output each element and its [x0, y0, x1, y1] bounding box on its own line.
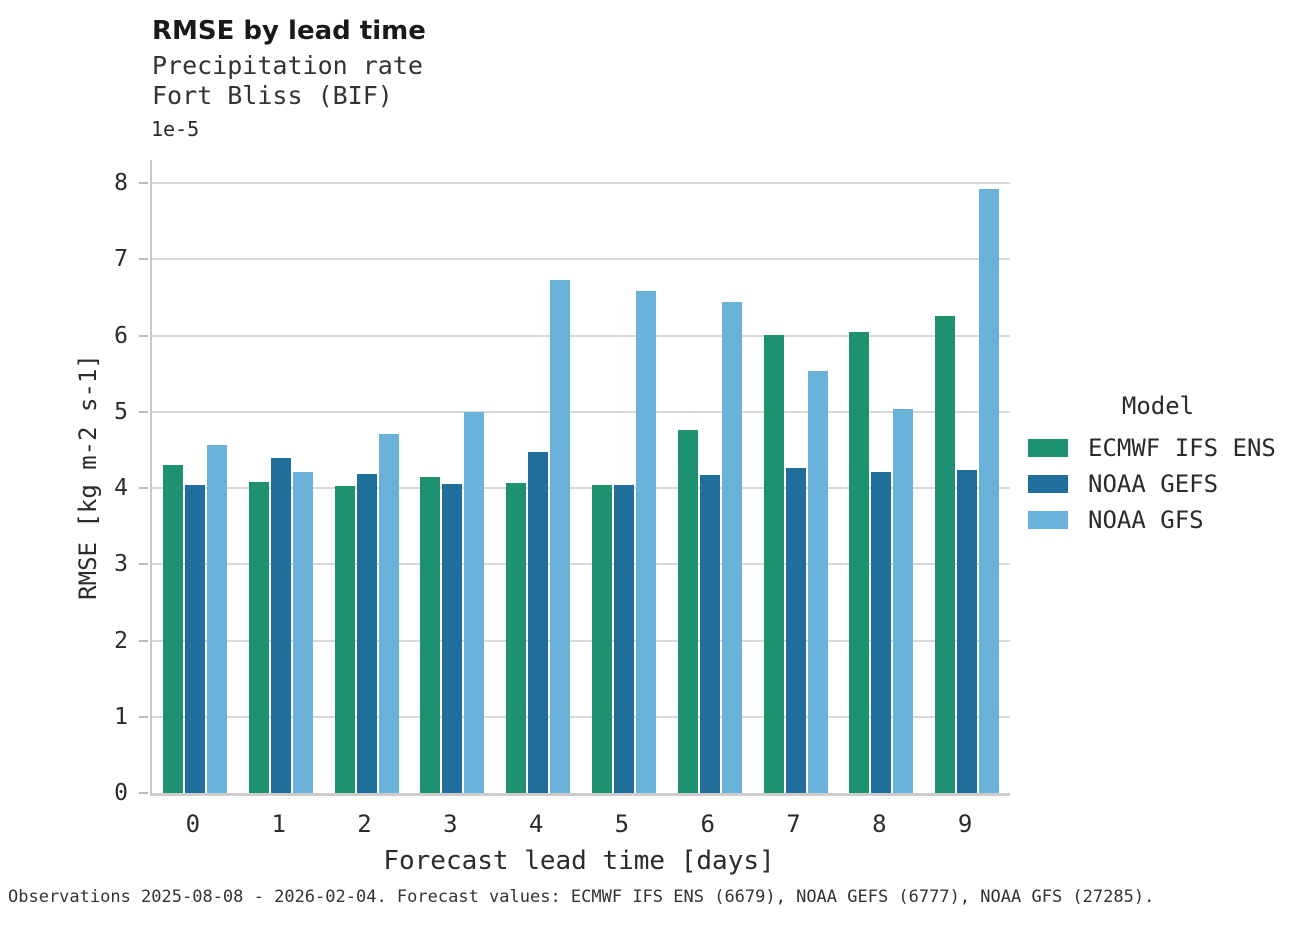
bar-noaa-gefs	[184, 484, 205, 793]
x-axis-label: Forecast lead time [days]	[383, 846, 775, 876]
y-axis: 0 1 2 3 4 5 6 7 8	[0, 160, 150, 806]
bar-noaa-gfs	[807, 371, 828, 793]
legend-item-label: ECMWF IFS ENS	[1088, 434, 1276, 462]
bar-noaa-gefs	[785, 468, 806, 793]
y-tick-mark	[139, 639, 148, 642]
legend-swatch	[1028, 439, 1068, 457]
bar-noaa-gfs	[206, 445, 227, 793]
x-tick-label: 8	[872, 810, 887, 838]
bar-noaa-gefs	[356, 474, 377, 793]
y-tick-mark	[139, 182, 148, 184]
y-axis-offset-label: 1e-5	[151, 117, 200, 141]
y-tick-label: 2	[114, 627, 128, 654]
legend: Model ECMWF IFS ENS NOAA GEFS NOAA GFS	[1028, 392, 1298, 538]
bar-noaa-gfs	[464, 411, 485, 793]
y-tick-mark	[139, 563, 148, 566]
bar-noaa-gfs	[635, 291, 656, 793]
bar-noaa-gefs	[613, 484, 634, 793]
legend-item-label: NOAA GFS	[1088, 506, 1204, 534]
y-tick-mark	[139, 258, 148, 261]
bar-ecmwf-ifs-ens	[591, 484, 612, 793]
bar-noaa-gfs	[893, 409, 914, 793]
y-tick-label: 3	[114, 551, 128, 578]
y-tick-mark	[139, 410, 148, 413]
y-tick-mark	[139, 792, 148, 794]
x-tick-label: 0	[185, 810, 201, 838]
bar-ecmwf-ifs-ens	[506, 483, 527, 793]
bar-ecmwf-ifs-ens	[935, 316, 956, 793]
legend-item-label: NOAA GEFS	[1088, 470, 1219, 498]
bar-noaa-gfs	[721, 301, 742, 793]
x-axis: 0 1 2 3 4 5 6 7 8 9	[150, 808, 1008, 842]
legend-swatch	[1028, 511, 1068, 529]
x-tick-label: 6	[700, 810, 715, 838]
bar-ecmwf-ifs-ens	[763, 334, 784, 793]
chart-title: RMSE by lead time	[152, 16, 426, 46]
y-tick-mark	[139, 334, 148, 337]
y-tick-label: 5	[114, 398, 128, 425]
y-gridline	[152, 487, 1010, 489]
legend-item: ECMWF IFS ENS	[1028, 430, 1298, 466]
bar-ecmwf-ifs-ens	[248, 481, 269, 793]
y-tick-mark	[139, 487, 148, 489]
x-tick-label: 9	[957, 810, 973, 838]
y-tick-label: 4	[114, 475, 128, 501]
x-tick-label: 2	[357, 810, 372, 838]
bar-noaa-gefs	[699, 475, 720, 793]
bar-ecmwf-ifs-ens	[677, 430, 698, 793]
bar-noaa-gfs	[378, 433, 399, 793]
bar-noaa-gefs	[871, 472, 892, 793]
footer-caption: Observations 2025-08-08 - 2026-02-04. Fo…	[8, 887, 1155, 907]
legend-title: Model	[1121, 392, 1195, 420]
x-tick-label: 1	[271, 810, 286, 838]
bar-ecmwf-ifs-ens	[849, 332, 870, 793]
y-gridline	[152, 639, 1010, 642]
y-gridline	[152, 563, 1010, 566]
bar-noaa-gfs	[550, 279, 571, 793]
y-gridline	[152, 410, 1010, 413]
y-tick-label: 7	[114, 246, 128, 273]
x-tick-label: 3	[443, 810, 458, 838]
legend-item: NOAA GFS	[1028, 502, 1298, 538]
y-tick-label: 1	[114, 703, 128, 730]
x-tick-label: 5	[614, 810, 630, 838]
y-axis-label: RMSE [kg m-2 s-1]	[74, 354, 102, 600]
y-tick-label: 6	[114, 322, 128, 349]
y-gridline	[152, 258, 1010, 261]
bar-ecmwf-ifs-ens	[420, 477, 441, 793]
bar-ecmwf-ifs-ens	[334, 486, 355, 793]
y-gridline	[152, 182, 1010, 184]
bar-noaa-gefs	[957, 469, 978, 793]
chart-subtitle-variable: Precipitation rate	[152, 51, 423, 80]
legend-item: NOAA GEFS	[1028, 466, 1298, 502]
bar-ecmwf-ifs-ens	[162, 465, 183, 793]
bar-noaa-gefs	[528, 452, 549, 793]
bar-noaa-gefs	[270, 458, 291, 793]
y-gridline	[152, 715, 1010, 718]
chart-subtitle-location: Fort Bliss (BIF)	[152, 81, 393, 110]
y-tick-label: 8	[114, 170, 128, 196]
bar-noaa-gefs	[442, 484, 463, 793]
x-tick-label: 7	[786, 810, 801, 838]
y-tick-mark	[139, 715, 148, 718]
legend-swatch	[1028, 475, 1068, 493]
y-tick-label: 0	[114, 780, 128, 806]
bar-noaa-gfs	[979, 189, 1000, 793]
plot-area	[150, 160, 1010, 796]
legend-items: ECMWF IFS ENS NOAA GEFS NOAA GFS	[1028, 430, 1298, 538]
bar-noaa-gfs	[292, 472, 313, 793]
x-tick-label: 4	[528, 810, 544, 838]
y-gridline	[152, 334, 1010, 337]
